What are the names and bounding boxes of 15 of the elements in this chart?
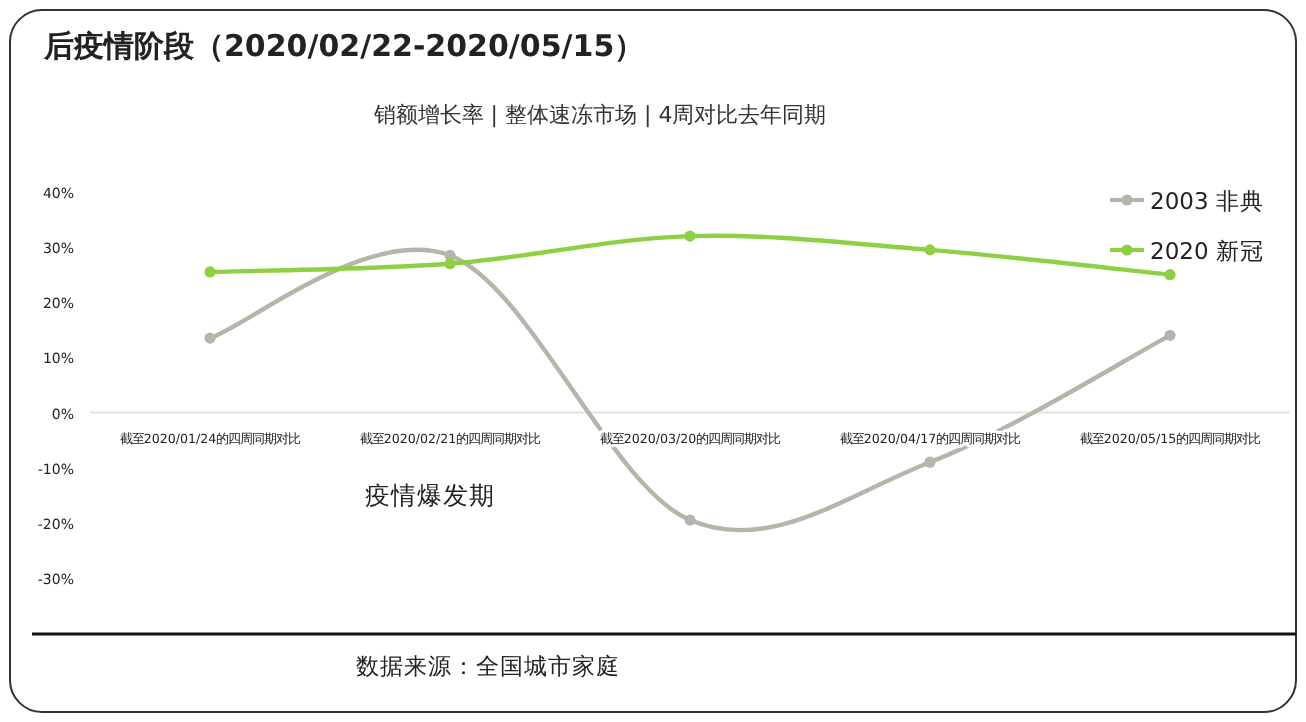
chart-subtitle: 销额增长率 | 整体速冻市场 | 4周对比去年同期: [371, 102, 827, 128]
point: [204, 332, 216, 344]
legend-label: 2003 非典: [1150, 187, 1264, 215]
point: [924, 456, 936, 468]
legend-label: 2020 新冠: [1150, 237, 1264, 265]
point: [924, 244, 936, 256]
point: [684, 230, 696, 242]
point: [684, 514, 696, 526]
point: [1164, 329, 1176, 341]
source-note: 数据来源：全国城市家庭: [356, 652, 620, 680]
chart-title: 后疫情阶段（2020/02/22-2020/05/15）: [42, 28, 645, 64]
point: [444, 258, 456, 270]
point: [204, 266, 216, 278]
point: [1164, 269, 1176, 281]
annotation: 疫情爆发期: [365, 480, 495, 510]
